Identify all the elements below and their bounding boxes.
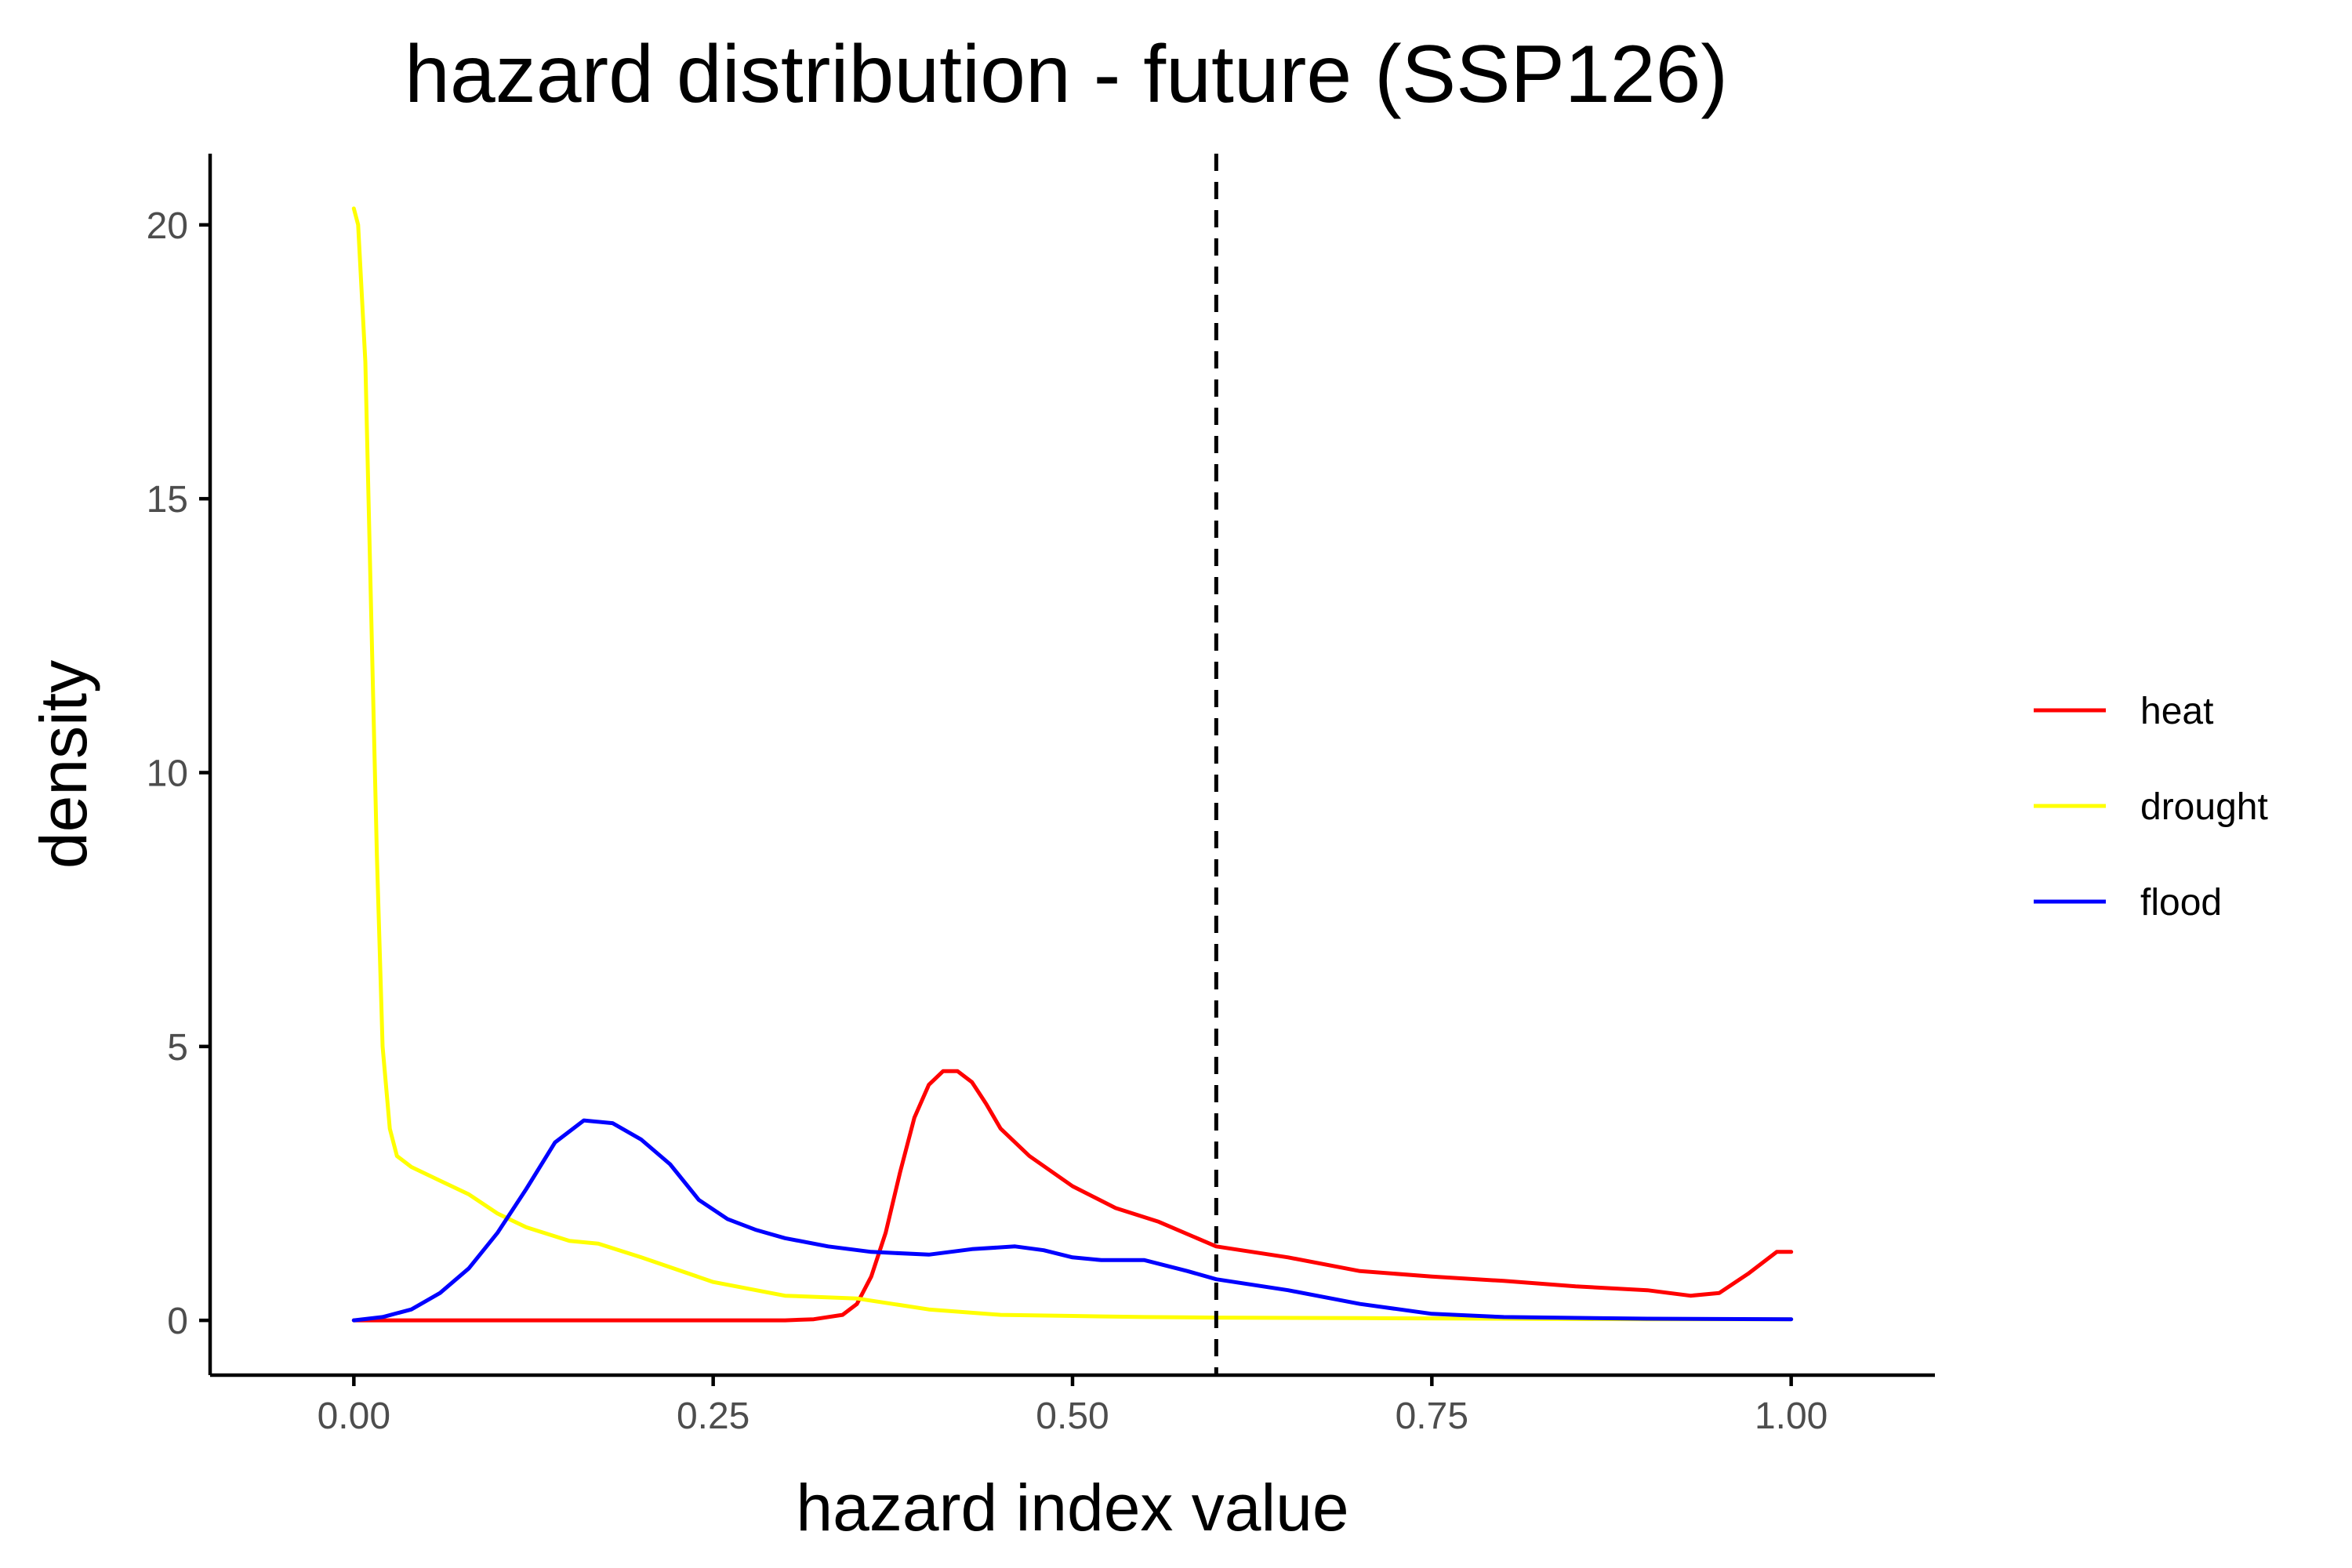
chart-title: hazard distribution - future (SSP126) — [405, 29, 1728, 120]
x-tick-label: 0.25 — [677, 1396, 750, 1437]
legend-label-drought: drought — [2140, 786, 2268, 828]
x-tick-label: 1.00 — [1755, 1396, 1828, 1437]
x-tick-label: 0.00 — [318, 1396, 390, 1437]
series-line-heat — [351, 1069, 1794, 1323]
y-tick-label: 20 — [147, 205, 188, 247]
x-axis-ticks: 0.00 0.25 0.50 0.75 1.00 — [318, 1375, 1828, 1437]
y-tick-label: 0 — [167, 1301, 188, 1342]
series-line-flood — [351, 1118, 1794, 1323]
y-axis-label: density — [27, 660, 100, 869]
legend-label-heat: heat — [2140, 691, 2213, 732]
legend-item-heat: heat — [2034, 691, 2213, 732]
x-axis-label: hazard index value — [796, 1471, 1348, 1544]
series-line-drought — [351, 206, 1794, 1322]
x-tick-label: 0.50 — [1036, 1396, 1109, 1437]
y-axis-ticks: 0 5 10 15 20 — [147, 205, 210, 1342]
y-tick-label: 5 — [167, 1027, 188, 1069]
legend-item-drought: drought — [2034, 786, 2268, 828]
legend-label-flood: flood — [2140, 882, 2222, 924]
y-tick-label: 15 — [147, 479, 188, 521]
legend-item-flood: flood — [2034, 882, 2222, 924]
x-tick-label: 0.75 — [1396, 1396, 1468, 1437]
y-tick-label: 10 — [147, 753, 188, 794]
plot-area — [351, 154, 1794, 1375]
legend: heat drought flood — [2034, 691, 2268, 924]
